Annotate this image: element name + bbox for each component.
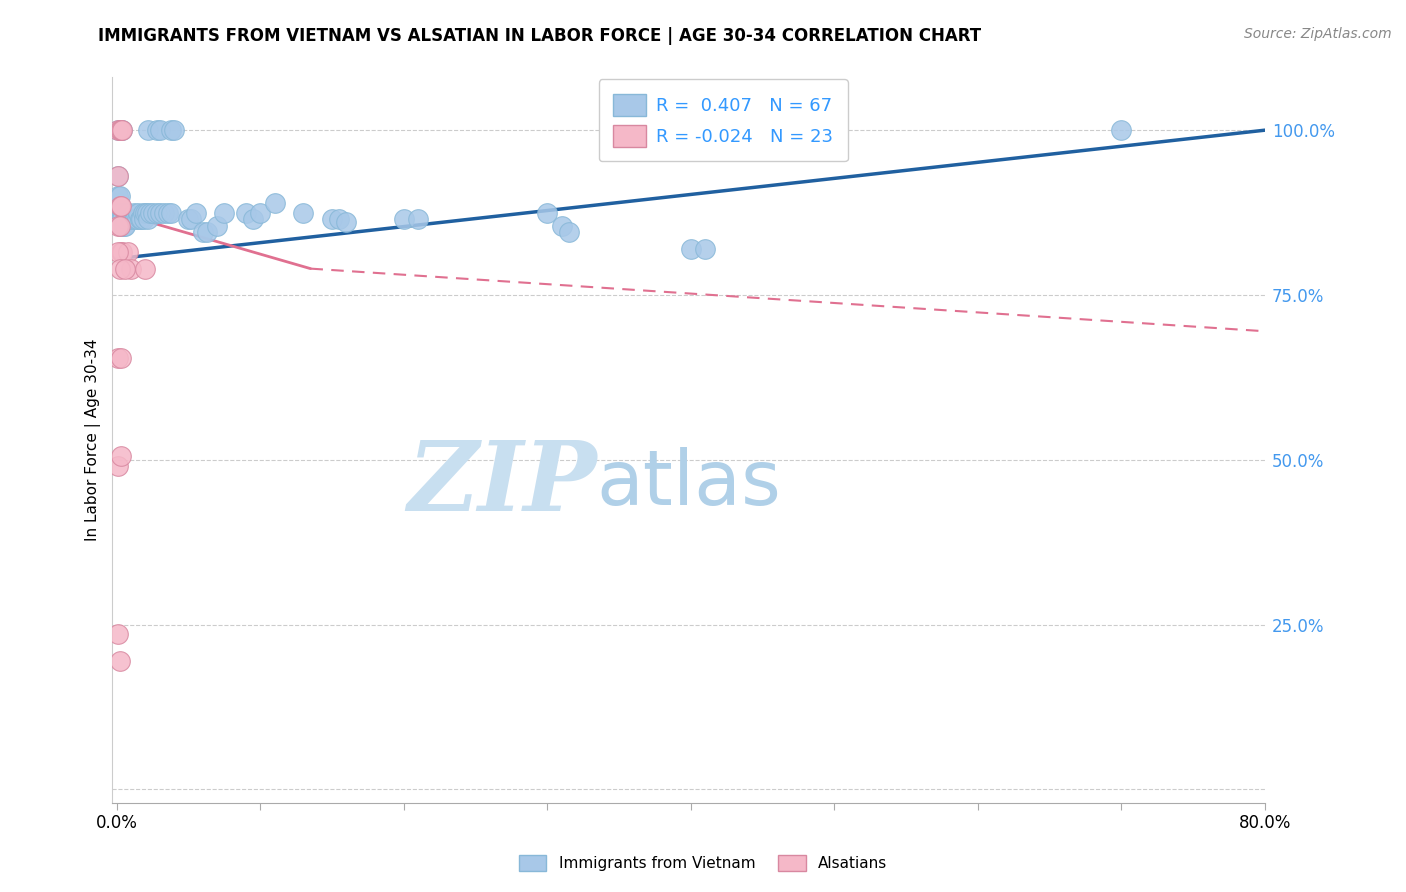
Point xyxy=(1111,123,1133,137)
Point xyxy=(107,123,129,137)
Legend: Immigrants from Vietnam, Alsatians: Immigrants from Vietnam, Alsatians xyxy=(513,849,893,877)
Point xyxy=(249,205,271,219)
Point xyxy=(110,205,132,219)
Point xyxy=(110,450,132,464)
Point xyxy=(136,212,159,227)
Point xyxy=(214,205,236,219)
Point xyxy=(125,212,148,227)
Point xyxy=(120,212,142,227)
Point xyxy=(328,212,350,227)
Point xyxy=(122,205,145,219)
Point xyxy=(146,123,169,137)
Point xyxy=(163,123,186,137)
Point xyxy=(114,212,136,227)
Point xyxy=(110,351,132,365)
Point xyxy=(107,627,129,641)
Point xyxy=(110,245,132,260)
Point xyxy=(108,123,131,137)
Point xyxy=(138,205,160,219)
Point xyxy=(142,205,165,219)
Point xyxy=(134,205,156,219)
Point xyxy=(108,654,131,668)
Point xyxy=(112,219,135,233)
Point xyxy=(406,212,429,227)
Point xyxy=(153,205,176,219)
Point xyxy=(108,199,131,213)
Point xyxy=(110,199,132,213)
Point xyxy=(107,189,129,203)
Point xyxy=(177,212,200,227)
Point xyxy=(160,205,183,219)
Point xyxy=(110,219,132,233)
Point xyxy=(127,205,149,219)
Point xyxy=(111,123,134,137)
Point xyxy=(108,219,131,233)
Point xyxy=(191,225,214,239)
Point xyxy=(128,212,150,227)
Point xyxy=(124,212,146,227)
Point xyxy=(115,205,138,219)
Point xyxy=(129,212,152,227)
Point xyxy=(550,219,572,233)
Point xyxy=(184,205,207,219)
Point xyxy=(536,205,558,219)
Point xyxy=(135,205,157,219)
Point xyxy=(107,245,129,260)
Point xyxy=(111,219,134,233)
Point xyxy=(114,219,136,233)
Point xyxy=(134,261,156,276)
Text: Source: ZipAtlas.com: Source: ZipAtlas.com xyxy=(1244,27,1392,41)
Point xyxy=(117,205,139,219)
Point xyxy=(157,205,180,219)
Point xyxy=(242,212,264,227)
Point xyxy=(108,123,131,137)
Point xyxy=(180,212,202,227)
Point xyxy=(146,205,169,219)
Point xyxy=(107,169,129,184)
Point xyxy=(292,205,315,219)
Point xyxy=(131,205,153,219)
Point xyxy=(695,242,717,256)
Point xyxy=(107,351,129,365)
Point xyxy=(117,245,139,260)
Point xyxy=(558,225,581,239)
Point xyxy=(114,261,136,276)
Point xyxy=(110,212,132,227)
Point xyxy=(205,219,228,233)
Point xyxy=(110,123,132,137)
Point xyxy=(111,123,134,137)
Text: atlas: atlas xyxy=(596,447,782,521)
Point xyxy=(195,225,218,239)
Point xyxy=(108,189,131,203)
Point xyxy=(107,169,129,184)
Point xyxy=(108,205,131,219)
Y-axis label: In Labor Force | Age 30-34: In Labor Force | Age 30-34 xyxy=(86,339,101,541)
Point xyxy=(160,123,183,137)
Point xyxy=(110,123,132,137)
Point xyxy=(107,123,129,137)
Point xyxy=(111,245,134,260)
Point xyxy=(108,212,131,227)
Point xyxy=(136,123,159,137)
Point xyxy=(321,212,343,227)
Point xyxy=(679,242,702,256)
Point xyxy=(149,205,172,219)
Point xyxy=(235,205,257,219)
Point xyxy=(111,212,134,227)
Text: ZIP: ZIP xyxy=(406,436,596,531)
Text: IMMIGRANTS FROM VIETNAM VS ALSATIAN IN LABOR FORCE | AGE 30-34 CORRELATION CHART: IMMIGRANTS FROM VIETNAM VS ALSATIAN IN L… xyxy=(98,27,981,45)
Point xyxy=(107,219,129,233)
Point xyxy=(149,123,172,137)
Point xyxy=(132,212,155,227)
Point xyxy=(120,261,142,276)
Legend: R =  0.407   N = 67, R = -0.024   N = 23: R = 0.407 N = 67, R = -0.024 N = 23 xyxy=(599,79,848,161)
Point xyxy=(335,215,357,229)
Point xyxy=(108,261,131,276)
Point xyxy=(392,212,415,227)
Point xyxy=(263,195,285,210)
Point xyxy=(107,459,129,474)
Point xyxy=(118,212,141,227)
